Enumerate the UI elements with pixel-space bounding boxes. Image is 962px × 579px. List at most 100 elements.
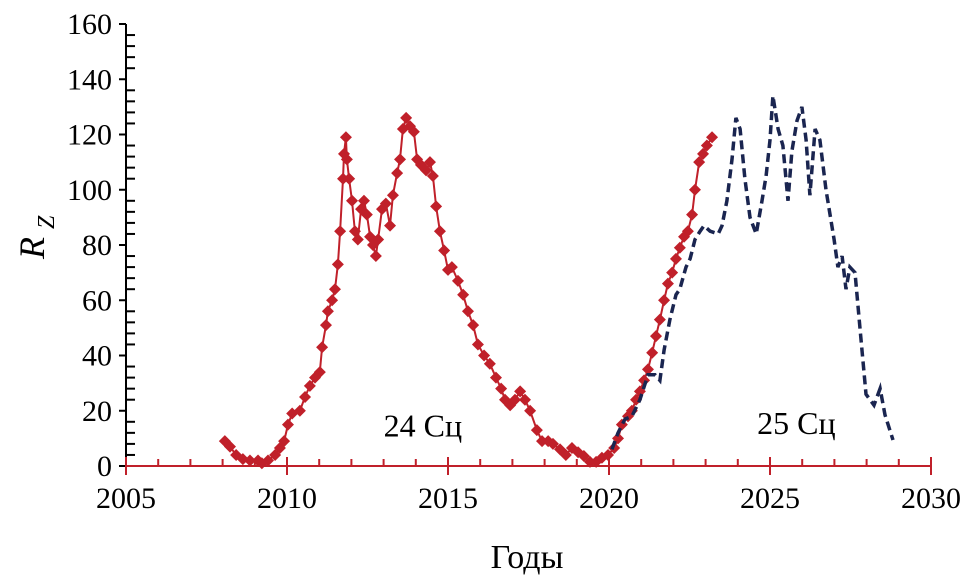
data-point-marker — [400, 111, 413, 124]
y-tick-label: 100 — [67, 174, 112, 207]
x-tick-label: 2005 — [96, 482, 156, 515]
data-point-marker — [339, 131, 352, 144]
data-point-marker — [281, 418, 294, 431]
x-tick-label: 2015 — [418, 482, 478, 515]
data-point-marker — [328, 283, 341, 296]
data-point-marker — [334, 225, 347, 238]
y-tick-label: 120 — [67, 119, 112, 152]
y-tick-label: 60 — [82, 284, 112, 317]
data-point-marker — [638, 374, 651, 387]
data-point-marker — [681, 225, 694, 238]
data-point-marker — [641, 363, 654, 376]
data-point-marker — [396, 122, 409, 135]
data-point-marker — [650, 330, 663, 343]
data-point-marker — [706, 131, 719, 144]
data-point-marker — [326, 294, 339, 307]
y-tick-label: 80 — [82, 229, 112, 262]
data-point-marker — [384, 219, 397, 232]
data-point-marker — [489, 371, 502, 384]
data-point-marker — [471, 338, 484, 351]
data-point-marker — [433, 225, 446, 238]
data-point-marker — [391, 167, 404, 180]
x-tick-label: 2020 — [579, 482, 639, 515]
data-point-marker — [661, 277, 674, 290]
data-point-marker — [483, 357, 496, 370]
y-axis-label-subscript: Z — [34, 215, 60, 229]
data-point-marker — [293, 404, 306, 417]
data-point-marker — [319, 319, 332, 332]
data-point-marker — [508, 393, 521, 406]
data-point-marker — [646, 346, 659, 359]
data-point-marker — [559, 448, 572, 461]
data-point-marker — [407, 125, 420, 138]
annotation-cycle-24: 24 Сц — [384, 408, 462, 444]
data-point-marker — [278, 435, 291, 448]
y-tick-label: 160 — [67, 8, 112, 41]
data-point-marker — [514, 385, 527, 398]
data-point-marker — [303, 379, 316, 392]
data-point-marker — [224, 440, 237, 453]
data-point-marker — [430, 200, 443, 213]
data-point-marker — [669, 252, 682, 265]
data-point-marker — [351, 233, 364, 246]
data-point-marker — [700, 139, 713, 152]
data-point-marker — [423, 156, 436, 169]
forecast-line-cycle-25 — [610, 95, 895, 451]
data-point-marker — [360, 208, 373, 221]
data-point-marker — [372, 233, 385, 246]
data-point-marker — [445, 261, 458, 274]
data-point-marker — [346, 194, 359, 207]
series-group — [218, 95, 895, 470]
data-point-marker — [688, 183, 701, 196]
data-point-marker — [546, 437, 559, 450]
tick-labels: 2005 2010 2015 2020 2025 2030 0 20 40 60 80 100 120 1… — [67, 8, 961, 515]
x-tick-label: 2025 — [740, 482, 800, 515]
data-point-marker — [666, 266, 679, 279]
data-point-marker — [457, 288, 470, 301]
data-point-marker — [313, 366, 326, 379]
data-point-marker — [524, 404, 537, 417]
data-point-marker — [461, 305, 474, 318]
data-point-marker — [451, 274, 464, 287]
x-tick-label: 2010 — [257, 482, 317, 515]
data-point-marker — [394, 153, 407, 166]
data-point-marker — [478, 349, 491, 362]
data-point-marker — [697, 147, 710, 160]
data-point-marker — [386, 189, 399, 202]
data-point-marker — [495, 382, 508, 395]
data-point-marker — [686, 208, 699, 221]
data-point-marker — [340, 153, 353, 166]
y-tick-label: 140 — [67, 63, 112, 96]
data-point-marker — [467, 319, 480, 332]
y-tick-label: 0 — [97, 450, 112, 483]
data-point-marker — [653, 313, 666, 326]
y-tick-label: 20 — [82, 395, 112, 428]
data-point-marker — [337, 172, 350, 185]
data-point-marker — [673, 241, 686, 254]
data-point-marker — [536, 435, 549, 448]
y-tick-label: 40 — [82, 340, 112, 373]
x-axis-label: Годы — [491, 539, 564, 576]
data-point-marker — [369, 250, 382, 263]
data-point-marker — [426, 169, 439, 182]
data-point-marker — [243, 454, 256, 467]
data-point-marker — [530, 424, 543, 437]
data-point-marker — [357, 194, 370, 207]
data-point-marker — [693, 156, 706, 169]
y-axis-label-main: R — [12, 237, 52, 260]
data-point-marker — [658, 294, 671, 307]
data-point-marker — [518, 393, 531, 406]
data-point-marker — [331, 258, 344, 271]
data-point-marker — [321, 305, 334, 318]
x-tick-label: 2030 — [901, 482, 961, 515]
data-point-marker — [379, 197, 392, 210]
annotation-cycle-25: 25 Сц — [757, 405, 835, 441]
data-point-marker — [584, 455, 597, 468]
data-point-marker — [420, 164, 433, 177]
data-point-marker — [316, 341, 329, 354]
data-point-marker — [602, 448, 615, 461]
data-point-marker — [299, 390, 312, 403]
data-point-marker — [262, 454, 275, 467]
